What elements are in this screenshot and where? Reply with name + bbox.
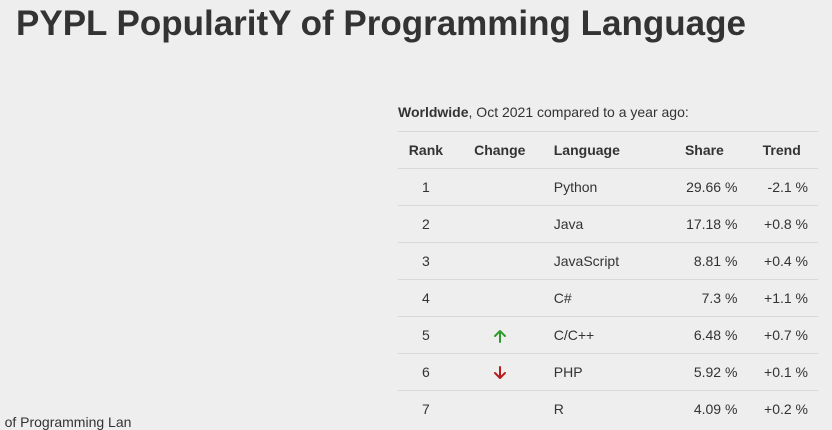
table-header: Rank Change Language Share Trend (398, 131, 818, 169)
language-cell: Java (545, 205, 664, 243)
trend-cell: +1.1 % (745, 279, 818, 317)
table-header-row: Rank Change Language Share Trend (398, 131, 818, 169)
caption-region: Worldwide (398, 104, 469, 120)
table-row: 2 Java 17.18 % +0.8 % (398, 205, 818, 243)
table-caption: Worldwide, Oct 2021 compared to a year a… (398, 103, 689, 121)
language-cell: PHP (545, 353, 664, 391)
table-row: 3 JavaScript 8.81 % +0.4 % (398, 242, 818, 280)
header-share: Share (663, 131, 746, 169)
change-cell (453, 242, 546, 280)
language-cell: Python (545, 168, 664, 206)
change-cell (453, 390, 546, 427)
share-cell: 7.3 % (663, 279, 746, 317)
share-cell: 17.18 % (663, 205, 746, 243)
arrow-up-icon (493, 328, 507, 344)
rank-cell: 4 (398, 279, 454, 317)
share-cell: 4.09 % (663, 390, 746, 427)
rank-cell: 7 (398, 390, 454, 427)
trend-cell: +0.2 % (745, 390, 818, 427)
table-row: 7 R 4.09 % +0.2 % (398, 390, 818, 427)
language-cell: JavaScript (545, 242, 664, 280)
rank-cell: 5 (398, 316, 454, 354)
page-title: PYPL PopularitY of Programming Language (16, 4, 746, 43)
arrow-down-icon (493, 365, 507, 381)
language-cell: C/C++ (545, 316, 664, 354)
table-row: 4 C# 7.3 % +1.1 % (398, 279, 818, 317)
header-trend: Trend (745, 131, 818, 169)
trend-cell: +0.4 % (745, 242, 818, 280)
change-cell (453, 353, 546, 391)
change-cell (453, 205, 546, 243)
language-cell: R (545, 390, 664, 427)
table-row: 6 PHP 5.92 % +0.1 % (398, 353, 818, 391)
share-cell: 6.48 % (663, 316, 746, 354)
table-body: 1 Python 29.66 % -2.1 % 2 Java 17.18 % +0.8 % 3 J… (398, 168, 818, 427)
change-cell (453, 316, 546, 354)
header-rank: Rank (398, 131, 454, 169)
language-cell: C# (545, 279, 664, 317)
table-row: 1 Python 29.66 % -2.1 % (398, 168, 818, 206)
share-cell: 8.81 % (663, 242, 746, 280)
header-change: Change (453, 131, 546, 169)
table-row: 5 C/C++ 6.48 % +0.7 % (398, 316, 818, 354)
share-cell: 29.66 % (663, 168, 746, 206)
rank-cell: 1 (398, 168, 454, 206)
rank-cell: 2 (398, 205, 454, 243)
cutoff-text: ' of Programming Lan (0, 414, 132, 430)
change-cell (453, 168, 546, 206)
header-language: Language (545, 131, 664, 169)
caption-period: , Oct 2021 compared to a year ago: (468, 104, 689, 120)
share-cell: 5.92 % (663, 353, 746, 391)
rank-cell: 6 (398, 353, 454, 391)
trend-cell: +0.1 % (745, 353, 818, 391)
trend-cell: +0.8 % (745, 205, 818, 243)
change-cell (453, 279, 546, 317)
ranking-table: Rank Change Language Share Trend 1 Python… (398, 131, 818, 427)
trend-cell: -2.1 % (745, 168, 818, 206)
trend-cell: +0.7 % (745, 316, 818, 354)
rank-cell: 3 (398, 242, 454, 280)
